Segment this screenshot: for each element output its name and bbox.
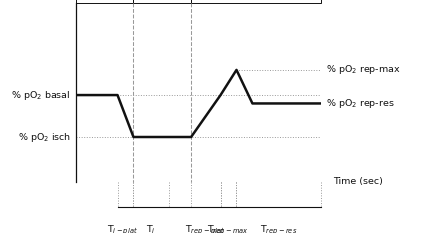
FancyBboxPatch shape [191, 0, 321, 3]
Text: T$_{rep-max}$: T$_{rep-max}$ [207, 224, 249, 233]
Text: T$_{rep-plat}$: T$_{rep-plat}$ [185, 224, 225, 233]
Text: % pO$_2$ rep-max: % pO$_2$ rep-max [326, 63, 401, 76]
Text: % pO$_2$ rep-res: % pO$_2$ rep-res [326, 97, 395, 110]
FancyBboxPatch shape [76, 0, 133, 3]
Text: % pO$_2$ isch: % pO$_2$ isch [18, 130, 71, 144]
Text: % pO$_2$ basal: % pO$_2$ basal [11, 89, 71, 102]
Text: T$_{i}$: T$_{i}$ [146, 224, 156, 233]
Text: Time (sec): Time (sec) [334, 177, 383, 186]
FancyBboxPatch shape [133, 0, 191, 3]
Text: T$_{i-plat}$: T$_{i-plat}$ [107, 224, 138, 233]
Text: T$_{rep-res}$: T$_{rep-res}$ [260, 224, 297, 233]
